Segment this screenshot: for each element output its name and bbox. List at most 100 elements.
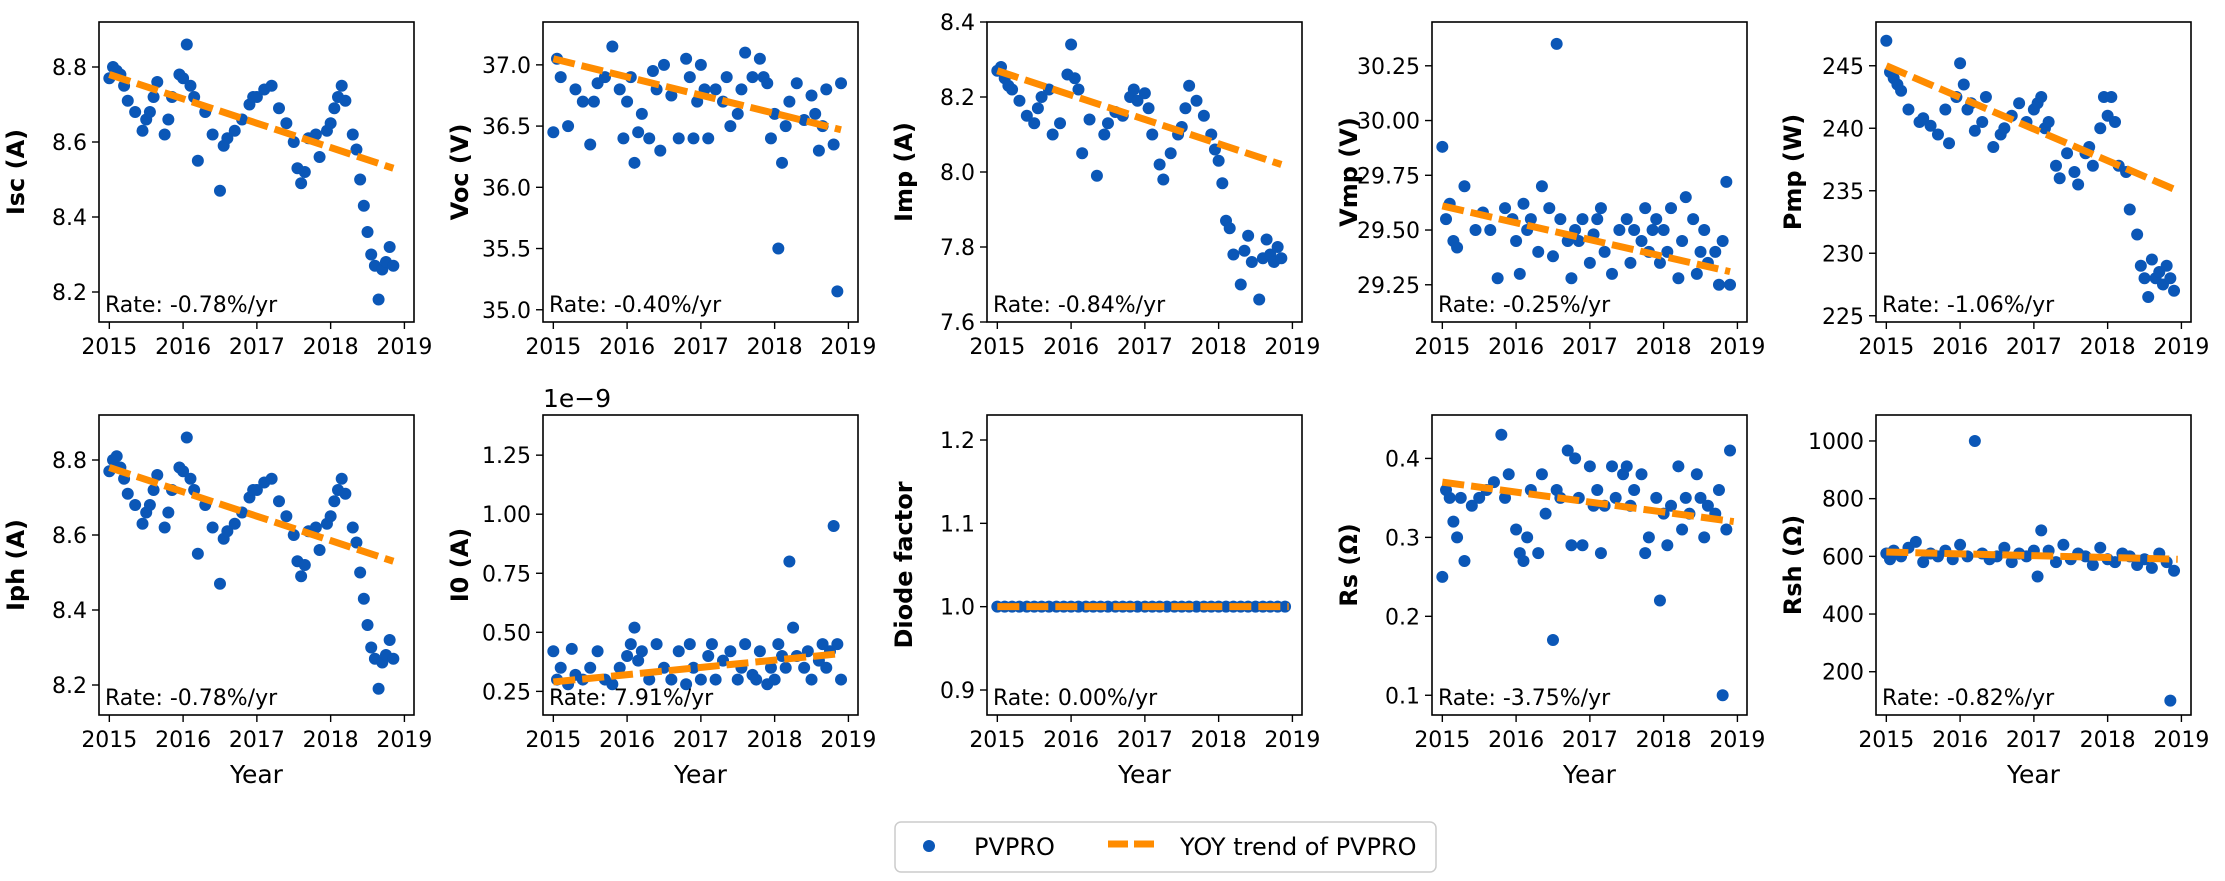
data-point (1653, 594, 1666, 607)
data-point (646, 64, 659, 77)
data-point (680, 678, 693, 691)
data-point (1987, 141, 2000, 153)
data-point (1138, 87, 1151, 100)
data-point (687, 132, 700, 145)
y-axis-label: Rsh (Ω) (1779, 515, 1807, 616)
x-tick-label: 2018 (2080, 728, 2136, 753)
data-point (129, 106, 142, 118)
x-tick-label: 2019 (376, 335, 432, 360)
data-point (1939, 103, 1952, 116)
data-point (764, 661, 777, 674)
data-point (1979, 91, 1992, 103)
data-point (151, 76, 164, 88)
data-point (635, 107, 648, 120)
data-point (346, 521, 359, 534)
x-axis-label: Year (673, 760, 728, 789)
data-point (724, 120, 737, 133)
x-tick-label: 2018 (1191, 728, 1247, 753)
data-point (820, 661, 833, 674)
y-tick-label: 8.6 (52, 131, 87, 156)
data-point (2079, 550, 2092, 563)
x-tick-label: 2016 (599, 728, 655, 753)
data-point (273, 102, 285, 115)
x-axis-label: Year (229, 760, 284, 789)
data-point (1546, 634, 1559, 646)
data-point (1672, 460, 1685, 473)
y-tick-label: 1.0 (940, 596, 975, 621)
data-point (1164, 147, 1177, 160)
data-point (812, 144, 825, 157)
data-point (1594, 547, 1607, 560)
rate-annotation: Rate: -3.75%/yr (1438, 686, 1611, 711)
y-tick-label: 600 (1822, 545, 1864, 570)
data-point (731, 107, 744, 120)
y-tick-label: 0.1 (1385, 684, 1420, 709)
data-point (1976, 116, 1989, 128)
y-tick-label: 230 (1822, 242, 1864, 267)
data-point (1724, 444, 1737, 457)
data-point (177, 72, 190, 85)
y-tick-label: 35.5 (482, 238, 531, 263)
trend-line (1441, 478, 1735, 526)
y-tick-label: 200 (1822, 661, 1864, 686)
data-point (739, 638, 752, 651)
data-point (1510, 234, 1523, 247)
y-tick-label: 29.25 (1357, 274, 1420, 299)
data-point (746, 71, 759, 84)
x-tick-label: 2018 (303, 728, 359, 753)
y-axis-label: Voc (V) (446, 124, 474, 221)
data-point (1924, 119, 1937, 132)
data-point (831, 638, 844, 651)
x-tick-label: 2015 (525, 728, 581, 753)
x-tick-label: 2019 (820, 335, 876, 360)
data-point (613, 661, 626, 674)
data-point (1694, 245, 1707, 258)
y-tick-label: 7.6 (940, 311, 975, 336)
data-point (632, 126, 645, 139)
y-tick-label: 8.0 (940, 161, 975, 186)
data-point (1598, 245, 1611, 258)
data-point (2035, 91, 2048, 103)
data-point (206, 128, 219, 141)
data-point (1624, 256, 1637, 269)
x-tick-label: 2017 (229, 335, 285, 360)
x-axis-label: Year (1117, 760, 1172, 789)
data-point (779, 661, 792, 674)
trend-line (996, 67, 1283, 168)
data-point (576, 95, 589, 108)
data-point (213, 184, 226, 197)
x-tick-label: 2018 (1191, 335, 1247, 360)
data-point (1609, 491, 1622, 504)
y-axis-label: Pmp (W) (1779, 114, 1807, 231)
data-point (1591, 213, 1604, 226)
data-point (1554, 213, 1567, 226)
data-point (1639, 547, 1652, 560)
data-point (1068, 72, 1081, 85)
y-axis-label: Vmp (V) (1335, 117, 1363, 227)
data-point (129, 499, 142, 511)
data-point (1028, 117, 1041, 130)
data-point (143, 106, 156, 118)
y-tick-label: 1.2 (940, 429, 975, 454)
data-point (1701, 499, 1714, 512)
data-point (1917, 556, 1930, 569)
data-point (672, 645, 685, 658)
data-point (1565, 272, 1578, 285)
data-point (1880, 34, 1893, 47)
data-point (2086, 159, 2099, 172)
data-point (1451, 531, 1464, 544)
data-point (764, 132, 777, 145)
data-point (1665, 202, 1678, 215)
data-point (1212, 154, 1225, 167)
data-point (265, 472, 278, 485)
data-point (1635, 468, 1648, 481)
y-axis-label: I0 (A) (446, 528, 474, 603)
data-point (1576, 539, 1589, 552)
data-point (702, 649, 715, 662)
data-point (1583, 460, 1596, 473)
y-axis-label: Iph (A) (2, 519, 30, 611)
data-point (1679, 191, 1692, 204)
data-point (2105, 91, 2118, 103)
data-point (2068, 166, 2081, 178)
data-point (1931, 128, 1944, 141)
